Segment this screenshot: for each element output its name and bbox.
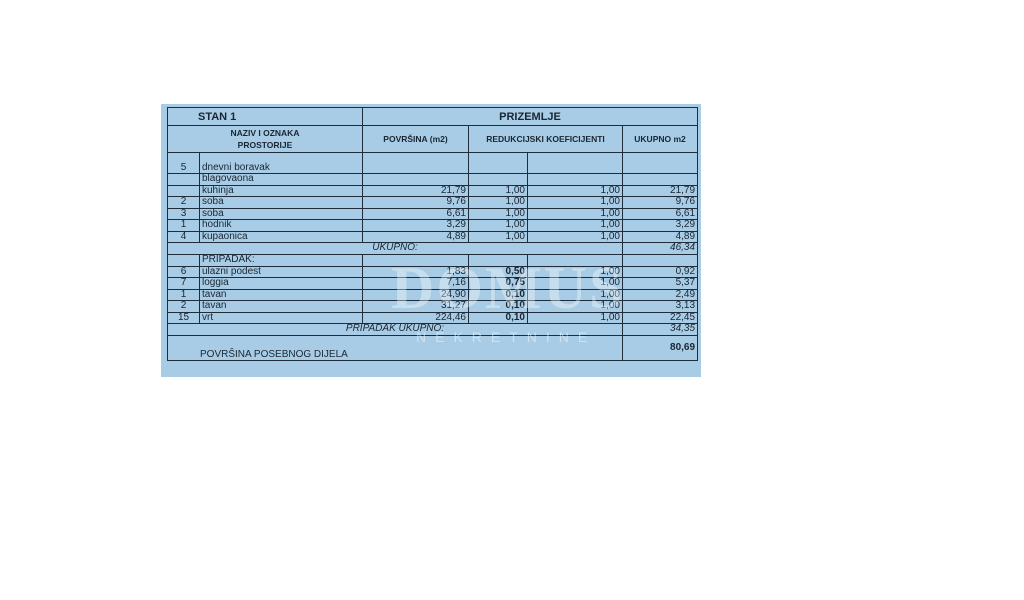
summary-value: 46,34 <box>621 242 699 255</box>
cell-c1 <box>468 152 528 174</box>
cell-total: 2,49 <box>621 288 699 301</box>
cell-no: 4 <box>167 230 200 243</box>
cell-no: 1 <box>167 288 200 301</box>
cell-area: 3,29 <box>362 219 469 232</box>
cell-c1: 1,00 <box>468 196 528 209</box>
cell-c1: 0,10 <box>468 311 528 324</box>
cell-no: 2 <box>167 196 200 209</box>
cell-c2: 1,00 <box>527 300 623 313</box>
cell-c2: 1,00 <box>527 184 623 197</box>
col-name: NAZIV I OZNAKA PROSTORIJE <box>167 125 363 153</box>
cell-c2: 1,00 <box>527 196 623 209</box>
table-row: 5 dnevni boravak <box>167 152 699 174</box>
cell-name: blagovaona <box>199 173 363 186</box>
cell-total: 9,76 <box>621 196 699 209</box>
cell-name: hodnik <box>199 219 363 232</box>
cell-total: 0,92 <box>621 265 699 278</box>
table-row: 7 loggia 7,16 0,75 1,00 5,37 <box>167 277 699 290</box>
cell-c2 <box>527 152 623 174</box>
summary-label: UKUPNO: <box>167 242 623 255</box>
table-row: blagovaona <box>167 173 699 186</box>
cell-c1: 1,00 <box>468 207 528 220</box>
cell-name: tavan <box>199 288 363 301</box>
cell-total <box>621 152 699 174</box>
cell-area: 224,46 <box>362 311 469 324</box>
cell-area: 21,79 <box>362 184 469 197</box>
table-row: 4 kupaonica 4,89 1,00 1,00 4,89 <box>167 230 699 243</box>
cell-area: 6,61 <box>362 207 469 220</box>
table-row: 3 soba 6,61 1,00 1,00 6,61 <box>167 207 699 220</box>
cell-no <box>167 173 200 186</box>
cell-name: kuhinja <box>199 184 363 197</box>
cell-area <box>362 173 469 186</box>
table-row: 1 hodnik 3,29 1,00 1,00 3,29 <box>167 219 699 232</box>
col-coef: REDUKCIJSKI KOEFICIJENTI <box>468 125 623 153</box>
cell-name: loggia <box>199 277 363 290</box>
cell-c2: 1,00 <box>527 311 623 324</box>
cell-area: 31,27 <box>362 300 469 313</box>
summary-label: PRIPADAK UKUPNO: <box>167 323 623 336</box>
floor-label: PRIZEMLJE <box>361 107 699 126</box>
cell-total: 22,45 <box>621 311 699 324</box>
table-row: 2 soba 9,76 1,00 1,00 9,76 <box>167 196 699 209</box>
table-row: 6 ulazni podest 1,83 0,50 1,00 0,92 <box>167 265 699 278</box>
cell-area: 9,76 <box>362 196 469 209</box>
cell-area: 24,90 <box>362 288 469 301</box>
cell-total: 21,79 <box>621 184 699 197</box>
cell-no: 2 <box>167 300 200 313</box>
col-area: POVRŠINA (m2) <box>362 125 469 153</box>
grand-total-value: 80,69 <box>621 334 699 361</box>
cell-name: tavan <box>199 300 363 313</box>
cell-c1 <box>468 173 528 186</box>
cell-area: 4,89 <box>362 230 469 243</box>
cell-name: soba <box>199 207 363 220</box>
unit-label: STAN 1 <box>167 107 363 126</box>
cell-c2: 1,00 <box>527 265 623 278</box>
cell-c1: 0,75 <box>468 277 528 290</box>
cell-name: vrt <box>199 311 363 324</box>
cell-total <box>621 173 699 186</box>
cell-no: 6 <box>167 265 200 278</box>
cell-c1: 1,00 <box>468 219 528 232</box>
cell-c2: 1,00 <box>527 277 623 290</box>
cell-c1: 0,10 <box>468 300 528 313</box>
cell-area: 1,83 <box>362 265 469 278</box>
cell-no: 15 <box>167 311 200 324</box>
cell-c2: 1,00 <box>527 230 623 243</box>
grand-total-label: POVRŠINA POSEBNOG DIJELA <box>167 334 623 361</box>
cell-c1: 1,00 <box>468 184 528 197</box>
cell-no: 5 <box>167 152 200 174</box>
cell-total: 3,13 <box>621 300 699 313</box>
cell-c2 <box>527 173 623 186</box>
cell-c1: 1,00 <box>468 230 528 243</box>
cell-name: kupaonica <box>199 230 363 243</box>
cell-c1: 0,10 <box>468 288 528 301</box>
table-row: 1 tavan 24,90 0,10 1,00 2,49 <box>167 288 699 301</box>
cell-c1: 0,50 <box>468 265 528 278</box>
cell-no: 1 <box>167 219 200 232</box>
table-row: 2 tavan 31,27 0,10 1,00 3,13 <box>167 300 699 313</box>
cell-name: ulazni podest <box>199 265 363 278</box>
col-total: UKUPNO m2 <box>621 125 699 153</box>
cell-area: 7,16 <box>362 277 469 290</box>
table-row: 15 vrt 224,46 0,10 1,00 22,45 <box>167 311 699 324</box>
cell-name: soba <box>199 196 363 209</box>
pripadak-label: PRIPADAK: <box>199 253 363 267</box>
table-row: kuhinja 21,79 1,00 1,00 21,79 <box>167 184 699 197</box>
floor-area-table-scan: STAN 1 PRIZEMLJE NAZIV I OZNAKA PROSTORIJ… <box>161 104 701 377</box>
area-table: STAN 1 PRIZEMLJE NAZIV I OZNAKA PROSTORIJ… <box>167 107 699 361</box>
cell-area <box>362 152 469 174</box>
cell-c2: 1,00 <box>527 288 623 301</box>
cell-total: 5,37 <box>621 277 699 290</box>
cell-no: 7 <box>167 277 200 290</box>
cell-c2: 1,00 <box>527 219 623 232</box>
cell-total: 6,61 <box>621 207 699 220</box>
summary-value: 34,35 <box>621 323 699 336</box>
cell-total: 3,29 <box>621 219 699 232</box>
cell-no: 3 <box>167 207 200 220</box>
cell-total: 4,89 <box>621 230 699 243</box>
cell-name: dnevni boravak <box>199 152 363 174</box>
cell-no <box>167 184 200 197</box>
cell-c2: 1,00 <box>527 207 623 220</box>
